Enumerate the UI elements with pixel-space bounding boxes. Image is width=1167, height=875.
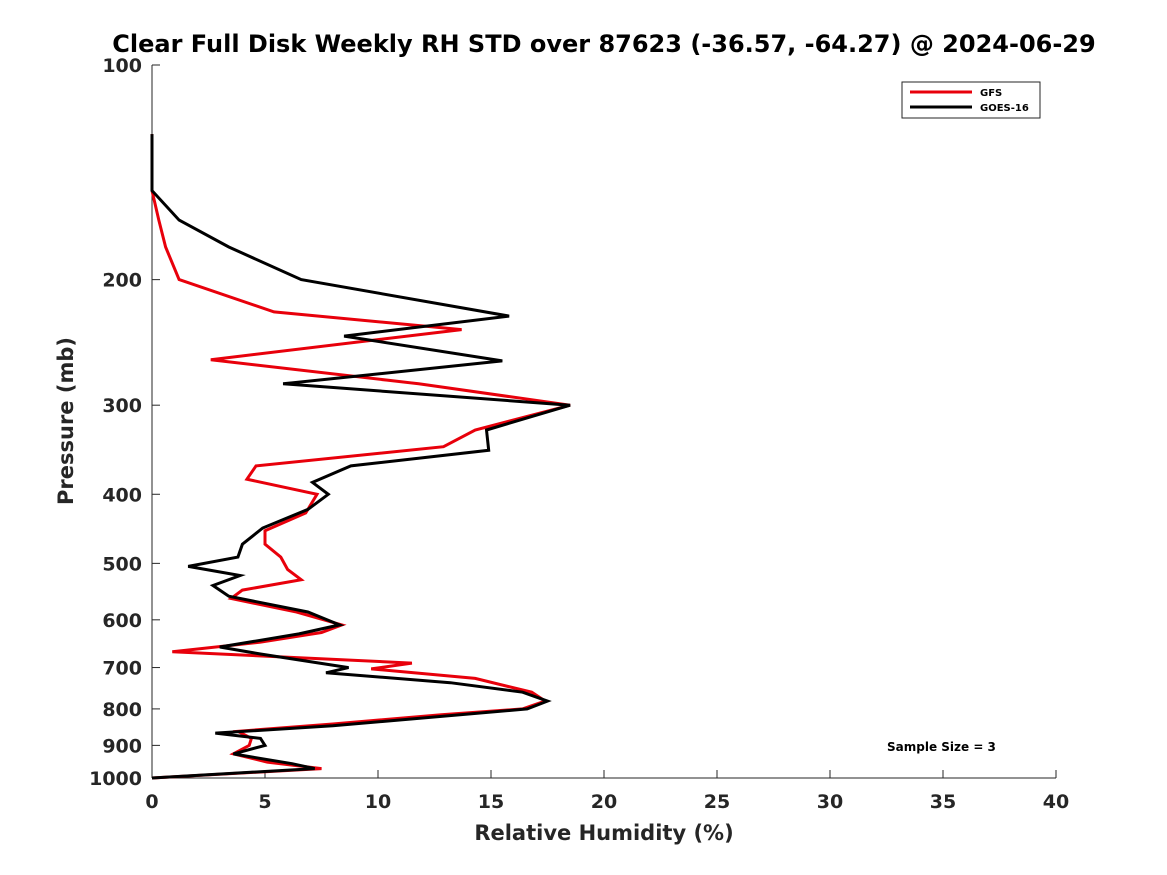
x-tick-label: 15	[478, 791, 504, 813]
y-tick-label: 300	[102, 395, 142, 417]
x-tick-label: 30	[817, 791, 843, 813]
legend-label: GOES-16	[980, 103, 1029, 114]
y-tick-label: 100	[102, 55, 142, 77]
x-tick-label: 5	[258, 791, 271, 813]
legend-label: GFS	[980, 88, 1002, 99]
x-tick-label: 35	[930, 791, 956, 813]
y-tick-label: 400	[102, 484, 142, 506]
legend-box	[901, 81, 1041, 119]
y-tick-label: 800	[102, 699, 142, 721]
sample-size-annotation: Sample Size = 3	[887, 740, 996, 754]
x-tick-label: 40	[1043, 791, 1069, 813]
plot-area: 0 5 10 15 20 25 30 35 40 100 200 300 400 500 600 700 800…	[89, 55, 1069, 813]
x-tick-label: 25	[704, 791, 730, 813]
x-axis-label: Relative Humidity (%)	[474, 821, 733, 845]
y-tick-label: 500	[102, 553, 142, 575]
y-tick-label: 600	[102, 610, 142, 632]
y-axis-label: Pressure (mb)	[54, 337, 78, 505]
y-tick-label: 900	[102, 735, 142, 757]
legend: GFS GOES-16	[901, 81, 1041, 119]
chart-title: Clear Full Disk Weekly RH STD over 87623…	[112, 30, 1095, 58]
y-tick-label: 200	[102, 270, 142, 292]
y-tick-label: 1000	[89, 768, 142, 790]
x-tick-label: 10	[365, 791, 391, 813]
series-line-goes-16	[150, 134, 571, 780]
series-line-gfs	[150, 134, 571, 780]
x-tick-label: 20	[591, 791, 617, 813]
x-tick-label: 0	[145, 791, 158, 813]
y-tick-label: 700	[102, 658, 142, 680]
